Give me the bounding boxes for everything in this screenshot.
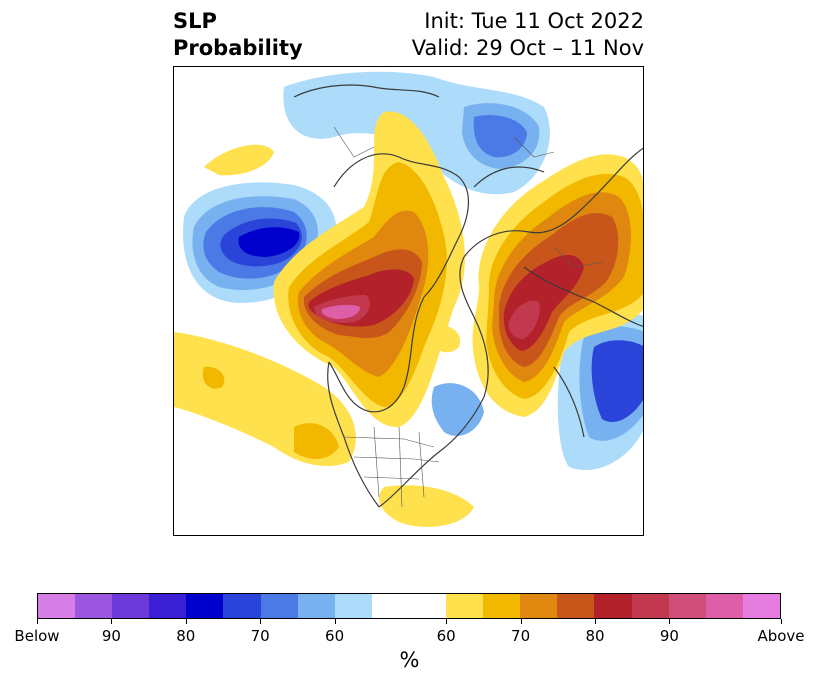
map-panel bbox=[173, 66, 644, 536]
colorbar-segment-below-7 bbox=[297, 594, 335, 618]
colorbar-segment-above-2 bbox=[520, 594, 558, 618]
colorbar-tick-mark bbox=[521, 619, 522, 624]
colorbar-segment-above-1 bbox=[483, 594, 521, 618]
title-variable: SLP bbox=[173, 9, 217, 33]
colorbar-segment-above-5 bbox=[631, 594, 669, 618]
above-anomaly-eurasia bbox=[472, 154, 643, 417]
colorbar-segment-above-6 bbox=[668, 594, 706, 618]
colorbar-tick-label: 90 bbox=[659, 627, 679, 645]
colorbar-tick-label: 70 bbox=[250, 627, 270, 645]
colorbar-tick-mark bbox=[781, 619, 782, 624]
colorbar-segment-below-4 bbox=[186, 594, 224, 618]
colorbar-segment-below-1 bbox=[75, 594, 113, 618]
colorbar-segment-neutral bbox=[371, 594, 447, 618]
colorbar-tick-label: 60 bbox=[325, 627, 345, 645]
above-anomaly-pacific-south bbox=[174, 144, 474, 527]
colorbar-segment-above-7 bbox=[705, 594, 743, 618]
colorbar-unit-label: % bbox=[399, 648, 420, 672]
colorbar-tick-mark bbox=[186, 619, 187, 624]
colorbar-tick-mark bbox=[669, 619, 670, 624]
title-quantity: Probability bbox=[173, 36, 303, 60]
colorbar-tick-label: Above bbox=[757, 627, 805, 645]
colorbar-segment-below-8 bbox=[334, 594, 372, 618]
colorbar-tick-mark bbox=[446, 619, 447, 624]
colorbar bbox=[37, 593, 781, 619]
valid-range: Valid: 29 Oct – 11 Nov bbox=[411, 36, 644, 60]
colorbar-tick-label: 60 bbox=[436, 627, 456, 645]
init-date: Init: Tue 11 Oct 2022 bbox=[424, 9, 644, 33]
map-title-right: Init: Tue 11 Oct 2022 Valid: 29 Oct – 11… bbox=[412, 8, 644, 62]
probability-map bbox=[174, 67, 643, 535]
colorbar-tick-mark bbox=[37, 619, 38, 624]
colorbar-tick-label: Below bbox=[14, 627, 60, 645]
colorbar-tick-mark bbox=[595, 619, 596, 624]
colorbar-segment-above-0 bbox=[446, 594, 484, 618]
colorbar-segment-below-6 bbox=[260, 594, 298, 618]
colorbar-segment-below-3 bbox=[149, 594, 187, 618]
colorbar-segment-above-3 bbox=[557, 594, 595, 618]
colorbar-segment-below-5 bbox=[223, 594, 261, 618]
map-title-left: SLP Probability bbox=[173, 8, 303, 62]
colorbar-tick-label: 80 bbox=[585, 627, 605, 645]
colorbar-segment-below-2 bbox=[112, 594, 150, 618]
colorbar-tick-label: 90 bbox=[101, 627, 121, 645]
boundaries bbox=[333, 126, 605, 508]
above-anomaly-north-america bbox=[273, 111, 465, 428]
colorbar-segment-above-8 bbox=[742, 594, 780, 618]
below-anomaly-east bbox=[431, 310, 643, 471]
colorbar-segment-below-0 bbox=[38, 594, 76, 618]
colorbar-segment-above-4 bbox=[594, 594, 632, 618]
colorbar-tick-mark bbox=[260, 619, 261, 624]
colorbar-tick-label: 70 bbox=[511, 627, 531, 645]
colorbar-tick-label: 80 bbox=[176, 627, 196, 645]
colorbar-tick-mark bbox=[111, 619, 112, 624]
colorbar-tick-mark bbox=[335, 619, 336, 624]
